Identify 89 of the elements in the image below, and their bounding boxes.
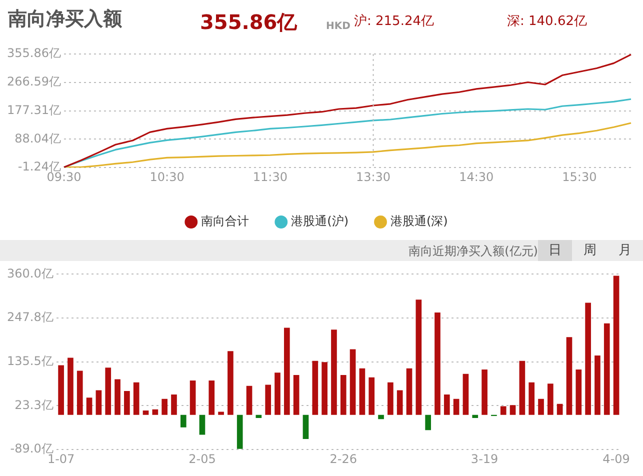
bar bbox=[453, 398, 460, 415]
bar bbox=[462, 374, 469, 415]
chart-title: 南向净买入额 bbox=[8, 7, 122, 32]
bar bbox=[519, 360, 526, 415]
bar bbox=[180, 414, 186, 428]
y-tick-label: 247.8亿 bbox=[6, 310, 54, 324]
text: HKD bbox=[326, 21, 350, 32]
bar bbox=[416, 300, 422, 415]
bar bbox=[208, 380, 215, 415]
bar bbox=[500, 406, 506, 415]
bar bbox=[302, 414, 309, 440]
y-tick-label: 266.59亿 bbox=[6, 74, 61, 89]
text: 日 bbox=[538, 240, 572, 261]
bar bbox=[124, 391, 130, 415]
y-tick-label: 355.86亿 bbox=[6, 46, 61, 60]
bar bbox=[510, 405, 516, 415]
bar bbox=[566, 337, 572, 415]
bar bbox=[548, 384, 554, 415]
bar bbox=[68, 358, 74, 415]
x-tick-label: 3-19 bbox=[470, 452, 498, 466]
bar bbox=[528, 382, 535, 415]
bar bbox=[312, 360, 318, 415]
y-tick-label: 360.0亿 bbox=[6, 266, 54, 280]
bar bbox=[340, 374, 346, 415]
x-tick-label: 13:30 bbox=[356, 170, 391, 184]
x-tick-label: 15:30 bbox=[562, 170, 597, 184]
bar bbox=[105, 368, 112, 415]
bar bbox=[96, 390, 102, 415]
bar bbox=[594, 355, 600, 415]
y-tick-label: 135.5亿 bbox=[6, 354, 54, 368]
bar bbox=[58, 365, 64, 415]
text: 周 bbox=[573, 240, 607, 261]
bar bbox=[613, 276, 620, 415]
bar bbox=[359, 368, 366, 415]
x-tick-label: 2-26 bbox=[330, 452, 357, 466]
bar bbox=[331, 330, 337, 415]
bar bbox=[388, 382, 394, 415]
chart-title: 南向近期净买入额(亿元) bbox=[408, 243, 538, 260]
bar bbox=[425, 414, 431, 430]
bar bbox=[284, 328, 290, 415]
bar bbox=[378, 414, 384, 420]
bar bbox=[142, 410, 149, 415]
text: 月 bbox=[608, 240, 642, 261]
bar bbox=[228, 351, 234, 415]
bar bbox=[368, 377, 375, 415]
bar bbox=[171, 394, 177, 415]
bar bbox=[114, 379, 120, 415]
bar bbox=[406, 368, 412, 415]
bar bbox=[293, 374, 300, 415]
bar bbox=[152, 409, 158, 415]
bar bbox=[246, 386, 252, 415]
bar bbox=[556, 404, 563, 415]
y-tick-label: 177.31亿 bbox=[6, 102, 61, 117]
bar bbox=[472, 414, 478, 418]
bar bbox=[86, 398, 92, 415]
legend-label: 南向合计 bbox=[201, 214, 250, 228]
bar bbox=[236, 414, 243, 449]
bar bbox=[538, 398, 544, 415]
bar bbox=[76, 370, 83, 415]
bar bbox=[604, 323, 610, 415]
bar bbox=[482, 370, 488, 415]
x-tick-label: 11:30 bbox=[252, 170, 288, 184]
bar bbox=[396, 390, 403, 415]
bar bbox=[274, 372, 280, 415]
x-tick-label: 14:30 bbox=[459, 170, 494, 184]
x-tick-label: 10:30 bbox=[150, 170, 184, 184]
bar bbox=[265, 384, 272, 415]
x-tick-label: 4-09 bbox=[602, 452, 630, 466]
y-tick-label: 88.04亿 bbox=[14, 131, 61, 146]
y-tick-label: 23.3亿 bbox=[14, 398, 54, 412]
bar bbox=[256, 414, 262, 418]
bar bbox=[162, 398, 168, 415]
text: 355.86亿 bbox=[200, 9, 298, 36]
text: 深: 140.62亿 bbox=[507, 13, 587, 30]
bar bbox=[350, 349, 356, 415]
bar bbox=[199, 414, 206, 435]
bar bbox=[190, 380, 196, 415]
x-tick-label: 2-05 bbox=[188, 452, 216, 466]
bar bbox=[585, 302, 591, 415]
bar bbox=[218, 412, 224, 415]
legend-label: 港股通(深) bbox=[390, 214, 448, 228]
bar bbox=[444, 394, 450, 415]
bar bbox=[133, 382, 140, 415]
text: 沪: 215.24亿 bbox=[354, 13, 434, 30]
legend-label: 港股通(沪) bbox=[291, 214, 349, 228]
bar bbox=[434, 312, 440, 415]
y-tick-label: -1.24亿 bbox=[18, 160, 61, 174]
bar bbox=[576, 370, 582, 415]
bar bbox=[322, 362, 328, 415]
